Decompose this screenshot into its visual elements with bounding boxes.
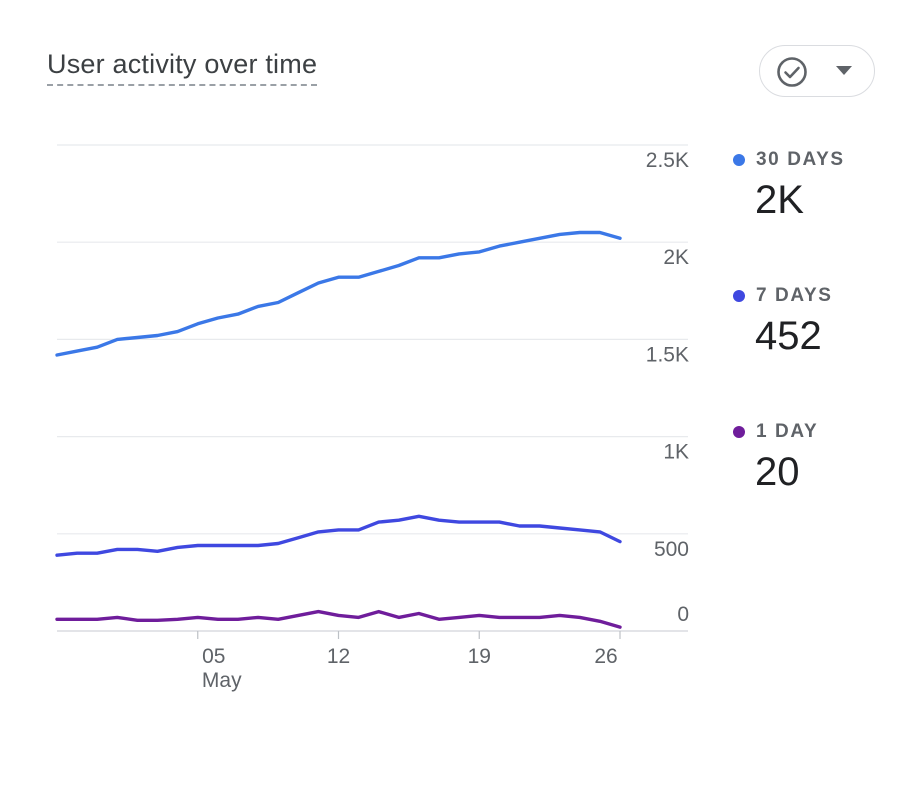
x-tick-label: 19 bbox=[468, 645, 491, 668]
legend-dot-icon bbox=[733, 154, 745, 166]
series-line-7-days bbox=[55, 514, 622, 557]
legend-entry: 30 DAYS 2K bbox=[733, 148, 845, 222]
y-tick-label: 1K bbox=[663, 441, 689, 464]
x-tick-sublabel: May bbox=[202, 669, 242, 692]
legend-series-name: 7 DAYS bbox=[756, 285, 833, 306]
legend-series-value: 2K bbox=[755, 178, 804, 222]
legend-entry: 7 DAYS 452 bbox=[733, 284, 833, 358]
caret-down-icon bbox=[836, 66, 852, 75]
y-tick-label: 0 bbox=[677, 603, 689, 626]
series-line-30-days bbox=[55, 230, 622, 357]
y-tick-label: 2.5K bbox=[646, 149, 689, 172]
legend-series-name: 30 DAYS bbox=[756, 149, 845, 170]
x-tick-label: 05 bbox=[202, 645, 225, 668]
legend-label-row: 30 DAYS bbox=[733, 148, 845, 172]
x-tick-label: 26 bbox=[594, 645, 617, 668]
legend-entry: 1 DAY 20 bbox=[733, 420, 818, 494]
legend-series-name: 1 DAY bbox=[756, 421, 819, 442]
legend-series-value: 452 bbox=[755, 314, 822, 358]
legend-label-row: 7 DAYS bbox=[733, 284, 833, 308]
chart-options-button[interactable] bbox=[759, 45, 875, 97]
legend-label-row: 1 DAY bbox=[733, 420, 818, 444]
legend-dot-icon bbox=[733, 426, 745, 438]
series-line-1-day bbox=[55, 609, 622, 629]
y-tick-label: 2K bbox=[663, 246, 689, 269]
card-title[interactable]: User activity over time bbox=[47, 48, 318, 86]
y-tick-label: 500 bbox=[654, 538, 689, 561]
legend-dot-icon bbox=[733, 290, 745, 302]
legend-series-value: 20 bbox=[755, 450, 800, 494]
x-tick-label: 12 bbox=[327, 645, 350, 668]
check-circle-icon bbox=[777, 57, 807, 87]
y-tick-label: 1.5K bbox=[646, 343, 689, 366]
